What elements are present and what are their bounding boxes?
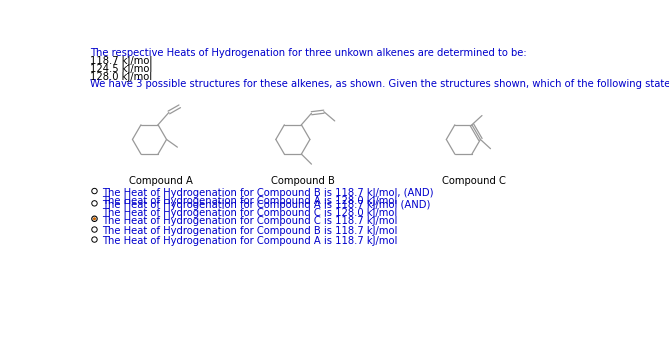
Text: The Heat of Hydrogenation for Compound A is 118.7 kJ/mol (AND): The Heat of Hydrogenation for Compound A… <box>102 200 431 210</box>
Text: The respective Heats of Hydrogenation for three unkown alkenes are determined to: The respective Heats of Hydrogenation fo… <box>90 48 527 58</box>
Text: The Heat of Hydrogenation for Compound A is 128.0 kJ/mol: The Heat of Hydrogenation for Compound A… <box>102 195 397 206</box>
Text: The Heat of Hydrogenation for Compound B is 118.7 kJ/mol, (AND): The Heat of Hydrogenation for Compound B… <box>102 188 434 198</box>
Text: Compound A: Compound A <box>128 176 193 186</box>
Text: The Heat of Hydrogenation for Compound A is 118.7 kJ/mol: The Heat of Hydrogenation for Compound A… <box>102 237 397 247</box>
Text: 124.5 kJ/mol: 124.5 kJ/mol <box>90 64 152 74</box>
Text: Compound C: Compound C <box>442 176 506 186</box>
Circle shape <box>93 217 96 220</box>
Text: The Heat of Hydrogenation for Compound C is 128.0 kJ/mol: The Heat of Hydrogenation for Compound C… <box>102 208 397 218</box>
Text: Compound B: Compound B <box>271 176 335 186</box>
Text: 128.0 kJ/mol: 128.0 kJ/mol <box>90 72 152 82</box>
Text: We have 3 possible structures for these alkenes, as shown. Given the structures : We have 3 possible structures for these … <box>90 80 669 89</box>
Text: 118.7 kJ/mol: 118.7 kJ/mol <box>90 56 152 66</box>
Text: The Heat of Hydrogenation for Compound B is 118.7 kJ/mol: The Heat of Hydrogenation for Compound B… <box>102 226 397 237</box>
Text: The Heat of Hydrogenation for Compound C is 118.7 kJ/mol: The Heat of Hydrogenation for Compound C… <box>102 216 397 226</box>
